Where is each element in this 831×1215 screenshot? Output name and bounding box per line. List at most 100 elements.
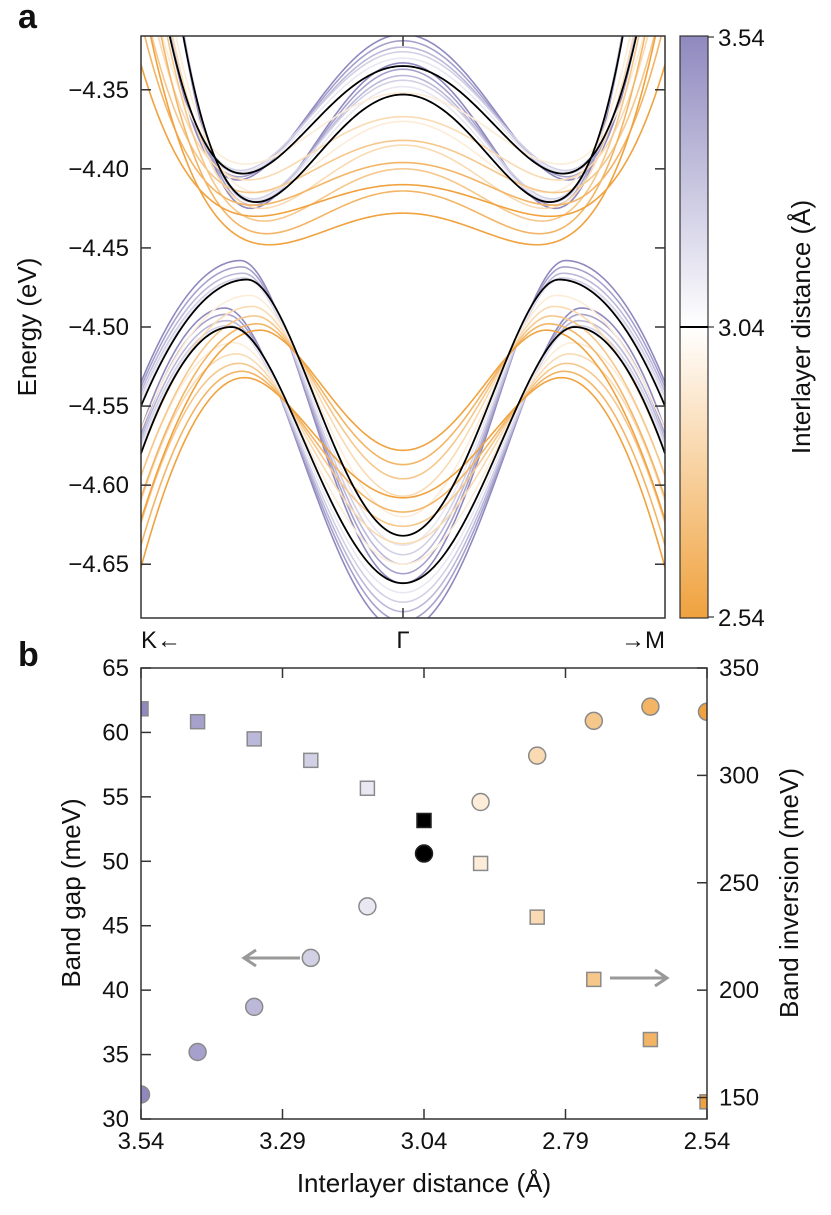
left-y-tick-label: 55 [102, 784, 129, 811]
panel-b-ylabel-left: Band gap (meV) [56, 798, 86, 987]
conduction-band-line-split [157, 36, 649, 181]
band-gap-point [641, 697, 660, 716]
conduction-band-line-split [143, 36, 663, 207]
conduction-band-line-split [168, 36, 638, 175]
band-gap-point [188, 1042, 207, 1062]
band-gap-point [697, 702, 707, 722]
y-tick-label: −4.50 [68, 314, 129, 341]
conduction-band-line-split [168, 36, 638, 172]
valence-band-line [141, 305, 665, 498]
band-inversion-point [642, 1031, 659, 1048]
left-y-tick-label: 35 [102, 1042, 129, 1069]
left-y-tick-label: 45 [102, 913, 129, 940]
colorbar-label: Interlayer distance (Å) [786, 200, 816, 454]
conduction-band-line [175, 36, 631, 194]
y-tick-label: −4.55 [68, 393, 129, 420]
band-gap-point [358, 897, 377, 916]
conduction-band-line-split [161, 36, 645, 165]
band-inversion-point [416, 812, 432, 829]
valence-band-line-split [141, 326, 665, 585]
panel-b-ylabel-right: Band inversion (meV) [774, 768, 804, 1018]
band-inversion-point [699, 1094, 707, 1110]
valence-band-line [141, 294, 665, 518]
panel-b-frame [140, 667, 708, 1120]
conduction-band-line [166, 36, 640, 222]
band-inversion-point [359, 780, 376, 797]
valence-band-line-split [141, 370, 665, 546]
right-y-tick-label: 350 [719, 655, 759, 682]
valence-band-line-split [141, 307, 665, 618]
valence-band-line-split [141, 342, 665, 566]
valence-band-line-split [141, 376, 665, 568]
x-tick-label: 2.79 [542, 1128, 589, 1155]
left-y-tick-label: 60 [102, 719, 129, 746]
right-y-tick-label: 200 [719, 977, 759, 1004]
x-tick-label: 2.54 [684, 1128, 731, 1155]
band-gap-point [244, 997, 264, 1017]
left-axis-arrow [241, 948, 300, 968]
band-gap-point [414, 844, 434, 863]
valence-band-line-split [141, 313, 665, 618]
conduction-band-line-split [151, 36, 655, 194]
band-gap-point [527, 746, 547, 765]
conduction-band-line-split [169, 36, 637, 178]
band-inversion-point [141, 701, 149, 717]
conduction-band-line [149, 36, 657, 246]
valence-band-line [141, 277, 665, 556]
conduction-band-line [182, 36, 624, 203]
left-y-tick-label: 40 [102, 977, 129, 1004]
conduction-band-line [183, 36, 623, 203]
left-y-tick-label: 65 [102, 655, 129, 682]
k-point-label: K← [141, 627, 181, 654]
valence-band-line-split [141, 353, 665, 545]
conduction-band-line [160, 36, 646, 235]
band-gap-point [584, 711, 604, 731]
valence-band-line [141, 266, 665, 575]
band-gap-point [141, 1085, 151, 1104]
scatter-plot [141, 697, 707, 1110]
band-inversion-point [246, 731, 262, 747]
panel-b-xlabel: Interlayer distance (Å) [297, 1168, 551, 1198]
valence-band-line [141, 272, 665, 566]
valence-band-line-split [141, 362, 665, 528]
y-tick-label: −4.40 [68, 156, 129, 183]
y-tick-label: −4.35 [68, 77, 129, 104]
band-gap-point [301, 948, 321, 968]
y-tick-label: −4.60 [68, 472, 129, 499]
y-tick-label: −4.65 [68, 551, 129, 578]
y-tick-label: −4.45 [68, 235, 129, 262]
band-gap-point [471, 792, 490, 812]
x-tick-label: 3.54 [118, 1128, 165, 1155]
conduction-band-line-split [169, 36, 637, 181]
right-y-tick-label: 150 [719, 1085, 759, 1112]
left-y-tick-label: 50 [102, 848, 129, 875]
valence-band-line [141, 323, 665, 499]
right-y-tick-label: 300 [719, 762, 759, 789]
conduction-band-line [183, 36, 623, 207]
conduction-band-line-split [141, 64, 665, 218]
panel-b-ticks: 30 35 40 45 50 55 60 65 150 200 250 300 350 3.54 3.29 3… [102, 655, 759, 1155]
conduction-band-line [182, 36, 624, 210]
band-inversion-point [586, 971, 602, 988]
colorbar-min-label: 2.54 [718, 605, 765, 632]
left-y-tick-label: 30 [102, 1106, 129, 1133]
valence-band-line [141, 329, 665, 521]
gamma-point-label: Γ [396, 627, 409, 654]
valence-band-line-split [141, 326, 665, 594]
right-y-tick-label: 250 [719, 870, 759, 897]
colorbar-max-label: 3.54 [718, 25, 765, 52]
band-inversion-point [189, 713, 206, 730]
valence-band-line [141, 315, 665, 480]
band-inversion-point [303, 752, 319, 769]
band-inversion-point [529, 909, 545, 925]
panel-b-label: b [18, 636, 39, 674]
x-tick-label: 3.04 [401, 1128, 448, 1155]
colorbar-mid-label: 3.04 [718, 315, 765, 342]
right-axis-arrow [610, 968, 670, 988]
conduction-band-line [171, 36, 635, 210]
valence-band-line [141, 278, 665, 537]
panel-a-label: a [18, 0, 38, 36]
m-point-label: →M [621, 627, 665, 654]
band-inversion-point [472, 855, 489, 872]
panel-a-ylabel: Energy (eV) [12, 258, 42, 397]
